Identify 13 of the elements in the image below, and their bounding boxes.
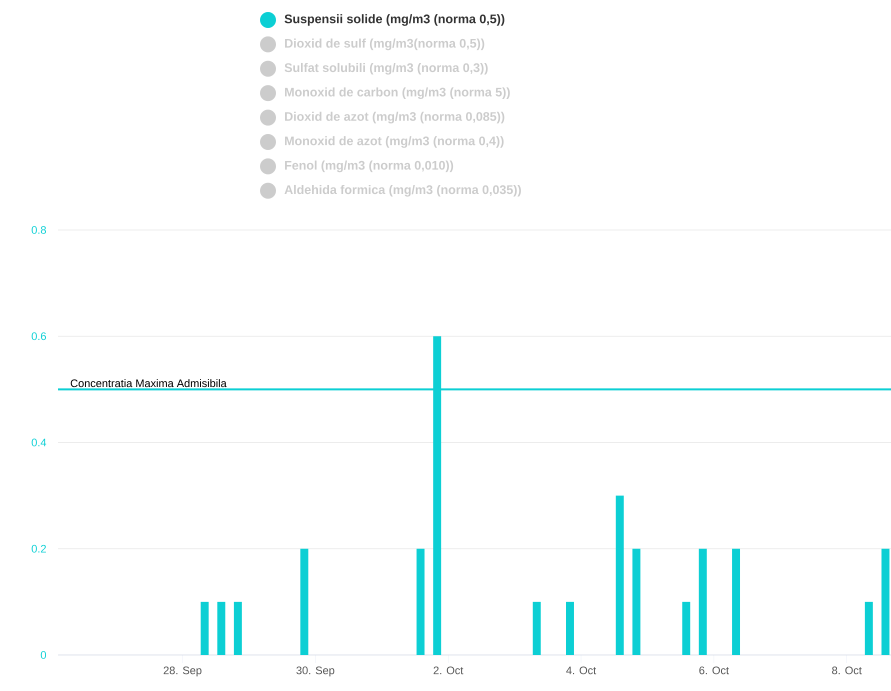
y-tick-label: 0.8: [32, 226, 46, 234]
x-tick-label: 28. Sep: [164, 666, 202, 676]
y-tick-label: 0.4: [32, 438, 46, 446]
legend-label: Suspensii solide (mg/m3 (norma 0,5)): [284, 14, 504, 26]
y-tick-label: 0: [40, 651, 46, 659]
x-tick-label: 30. Sep: [296, 666, 334, 676]
x-tick-label: 6. Oct: [699, 666, 729, 674]
y-tick-label: 0.6: [32, 332, 46, 340]
y-tick-label: 0.2: [32, 544, 46, 553]
ref-line-label: Concentratia Maxima Admisibila: [70, 379, 227, 388]
x-tick-label: 2. Oct: [434, 666, 464, 674]
x-tick-label: 8. Oct: [832, 666, 862, 674]
x-tick-label: 4. Oct: [566, 666, 596, 674]
